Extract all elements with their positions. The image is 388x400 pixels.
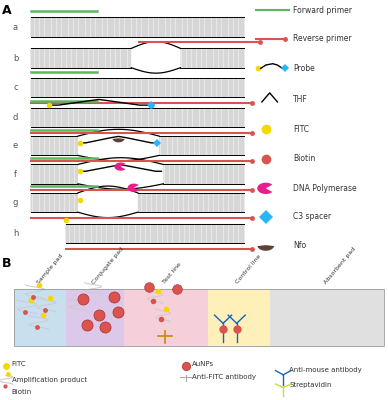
- Polygon shape: [78, 158, 163, 189]
- Text: FITC: FITC: [293, 124, 309, 134]
- Text: A: A: [2, 4, 12, 17]
- Bar: [31, 136, 78, 156]
- Bar: [31, 193, 78, 212]
- Polygon shape: [78, 186, 138, 218]
- Text: Probe: Probe: [293, 64, 315, 73]
- Text: Nfo: Nfo: [293, 240, 306, 250]
- Bar: [66, 224, 244, 243]
- Text: AuNPs: AuNPs: [192, 361, 214, 367]
- Text: e: e: [13, 141, 18, 150]
- Bar: [31, 78, 244, 97]
- Polygon shape: [113, 138, 125, 142]
- Text: d: d: [13, 113, 18, 122]
- Bar: [31, 164, 78, 184]
- Text: Control line: Control line: [235, 254, 262, 284]
- Text: Test line: Test line: [162, 262, 182, 284]
- Text: FITC: FITC: [12, 361, 26, 367]
- Text: g: g: [13, 198, 18, 207]
- Text: Anti-FITC antibody: Anti-FITC antibody: [192, 374, 256, 380]
- Text: h: h: [13, 229, 18, 238]
- Bar: [208, 289, 270, 346]
- Bar: [31, 108, 244, 127]
- Text: Amplification product: Amplification product: [12, 377, 87, 383]
- Polygon shape: [78, 129, 159, 161]
- Bar: [31, 18, 244, 37]
- Text: Streptavidin: Streptavidin: [289, 382, 332, 388]
- Text: Forward primer: Forward primer: [293, 6, 352, 15]
- Polygon shape: [128, 184, 139, 192]
- Text: B: B: [2, 257, 11, 270]
- Bar: [270, 289, 384, 346]
- Text: c: c: [13, 83, 18, 92]
- Text: Reverse primer: Reverse primer: [293, 34, 352, 43]
- Text: Anti-mouse antibody: Anti-mouse antibody: [289, 367, 362, 373]
- Bar: [159, 136, 244, 156]
- Text: a: a: [13, 22, 18, 32]
- Bar: [14, 289, 66, 346]
- Text: Absorbent pad: Absorbent pad: [323, 246, 357, 284]
- Text: f: f: [14, 170, 17, 179]
- Bar: [180, 48, 244, 68]
- Text: Conjugate pad: Conjugate pad: [91, 246, 125, 284]
- Text: Biotin: Biotin: [293, 154, 315, 163]
- Bar: [31, 48, 131, 68]
- Bar: [138, 193, 244, 212]
- Polygon shape: [132, 42, 180, 73]
- Bar: [14, 289, 384, 346]
- Bar: [124, 289, 208, 346]
- Text: b: b: [13, 54, 18, 62]
- Polygon shape: [257, 245, 274, 251]
- Bar: [66, 289, 124, 346]
- Text: Sample pad: Sample pad: [36, 253, 64, 284]
- Text: Biotin: Biotin: [12, 389, 32, 394]
- Text: C3 spacer: C3 spacer: [293, 212, 331, 221]
- Text: DNA Polymerase: DNA Polymerase: [293, 184, 357, 193]
- Text: THF: THF: [293, 95, 308, 104]
- Bar: [163, 164, 244, 184]
- Polygon shape: [114, 162, 125, 171]
- Polygon shape: [257, 183, 272, 194]
